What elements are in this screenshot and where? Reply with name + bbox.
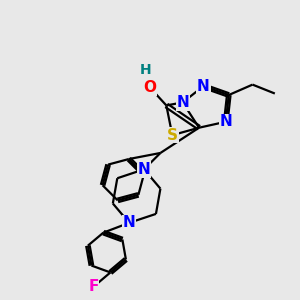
Text: N: N (123, 215, 136, 230)
Text: H: H (140, 63, 152, 77)
Text: N: N (176, 95, 189, 110)
Text: O: O (143, 80, 157, 95)
Text: N: N (138, 162, 150, 177)
Text: N: N (219, 114, 232, 129)
Text: F: F (88, 279, 99, 294)
Text: S: S (167, 128, 178, 142)
Text: N: N (197, 79, 210, 94)
